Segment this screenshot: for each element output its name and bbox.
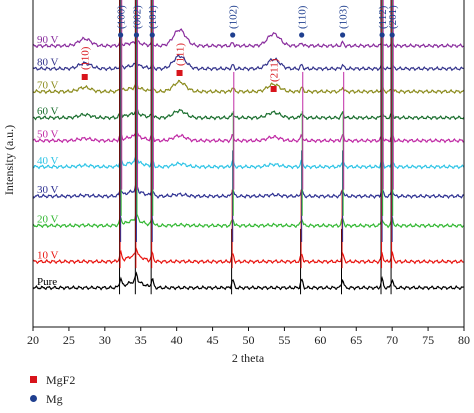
series-line: [33, 79, 464, 95]
mg-peak-marker: [230, 32, 236, 38]
mg-peak-label: (201): [387, 5, 399, 29]
x-tick-label: 70: [386, 333, 398, 347]
series-label: 10 V: [37, 250, 59, 262]
mg-peak-label: (100): [116, 5, 128, 29]
mgf2-peak-marker: [270, 86, 277, 92]
spectra-curves: [33, 28, 464, 291]
y-axis-title: Intensity (a.u.): [2, 125, 16, 195]
series-line: [33, 107, 464, 121]
mg-peak-label: (002): [131, 5, 143, 29]
x-tick-label: 80: [458, 333, 470, 347]
series-line: [33, 131, 464, 144]
legend-label-mg: Mg: [46, 392, 63, 406]
peak-markers: (100) (002) (101) (102) (110) (103) (112)(201)…: [80, 5, 399, 92]
series-label: 20 V: [37, 214, 59, 226]
mgf2-peak-marker: [176, 70, 183, 76]
mgf2-legend-marker: [30, 376, 37, 383]
x-tick-label: 35: [135, 333, 147, 347]
mg-peak-label: (101): [147, 5, 159, 29]
mgf2-peak-label: (111): [175, 43, 187, 66]
x-tick-label: 50: [243, 333, 255, 347]
x-tick-label: 40: [171, 333, 183, 347]
series-line: [33, 247, 464, 265]
x-axis-ticks: 20 25 30 35 40 45 50 55 60 65 70 75 80: [27, 327, 470, 347]
x-axis-title: 2 theta: [232, 351, 265, 365]
mg-peak-marker: [118, 32, 124, 38]
mg-peak-label: (112): [377, 5, 389, 29]
series-label: 50 V: [37, 129, 59, 141]
mg-peak-label: (103): [338, 5, 350, 29]
series-label: 90 V: [37, 34, 59, 46]
mg-peak-marker: [299, 32, 305, 38]
x-tick-label: 75: [422, 333, 434, 347]
series-labels: Pure 10 V 20 V 30 V 40 V 50 V 60 V 70 V 80 V 90 V: [37, 34, 59, 288]
x-tick-label: 25: [63, 333, 75, 347]
mg-peak-marker: [379, 32, 385, 38]
series-line: [33, 211, 464, 229]
mgf2-peak-marker: [81, 74, 88, 80]
x-tick-label: 60: [314, 333, 326, 347]
series-label: 70 V: [37, 80, 59, 92]
x-tick-label: 45: [207, 333, 219, 347]
legend: MgF2 Mg: [30, 373, 75, 406]
legend-label-mgf2: MgF2: [46, 373, 75, 387]
series-label: 60 V: [37, 106, 59, 118]
mg-legend-marker: [30, 395, 37, 402]
series-line: [33, 271, 464, 291]
x-tick-label: 65: [350, 333, 362, 347]
mg-peak-label: (110): [297, 5, 309, 29]
series-label: Pure: [37, 276, 57, 288]
mgf2-peak-label: (110): [80, 46, 92, 70]
series-line: [33, 28, 464, 49]
plot-frame: [32, 0, 465, 328]
mg-peak-marker: [149, 32, 155, 38]
x-tick-label: 30: [99, 333, 111, 347]
series-label: 30 V: [37, 184, 59, 196]
mg-peak-marker: [340, 32, 346, 38]
series-line: [33, 182, 464, 199]
series-line: [33, 54, 464, 72]
series-label: 80 V: [37, 57, 59, 69]
series-line: [33, 155, 464, 170]
mg-peak-lines: [119, 0, 394, 295]
series-label: 40 V: [37, 155, 59, 167]
x-tick-label: 20: [27, 333, 39, 347]
mg-peak-marker: [389, 32, 395, 38]
mg-peak-marker: [133, 32, 140, 38]
mgf2-peak-label: (211): [269, 58, 281, 82]
x-tick-label: 55: [278, 333, 290, 347]
mg-peak-label: (102): [228, 5, 240, 29]
